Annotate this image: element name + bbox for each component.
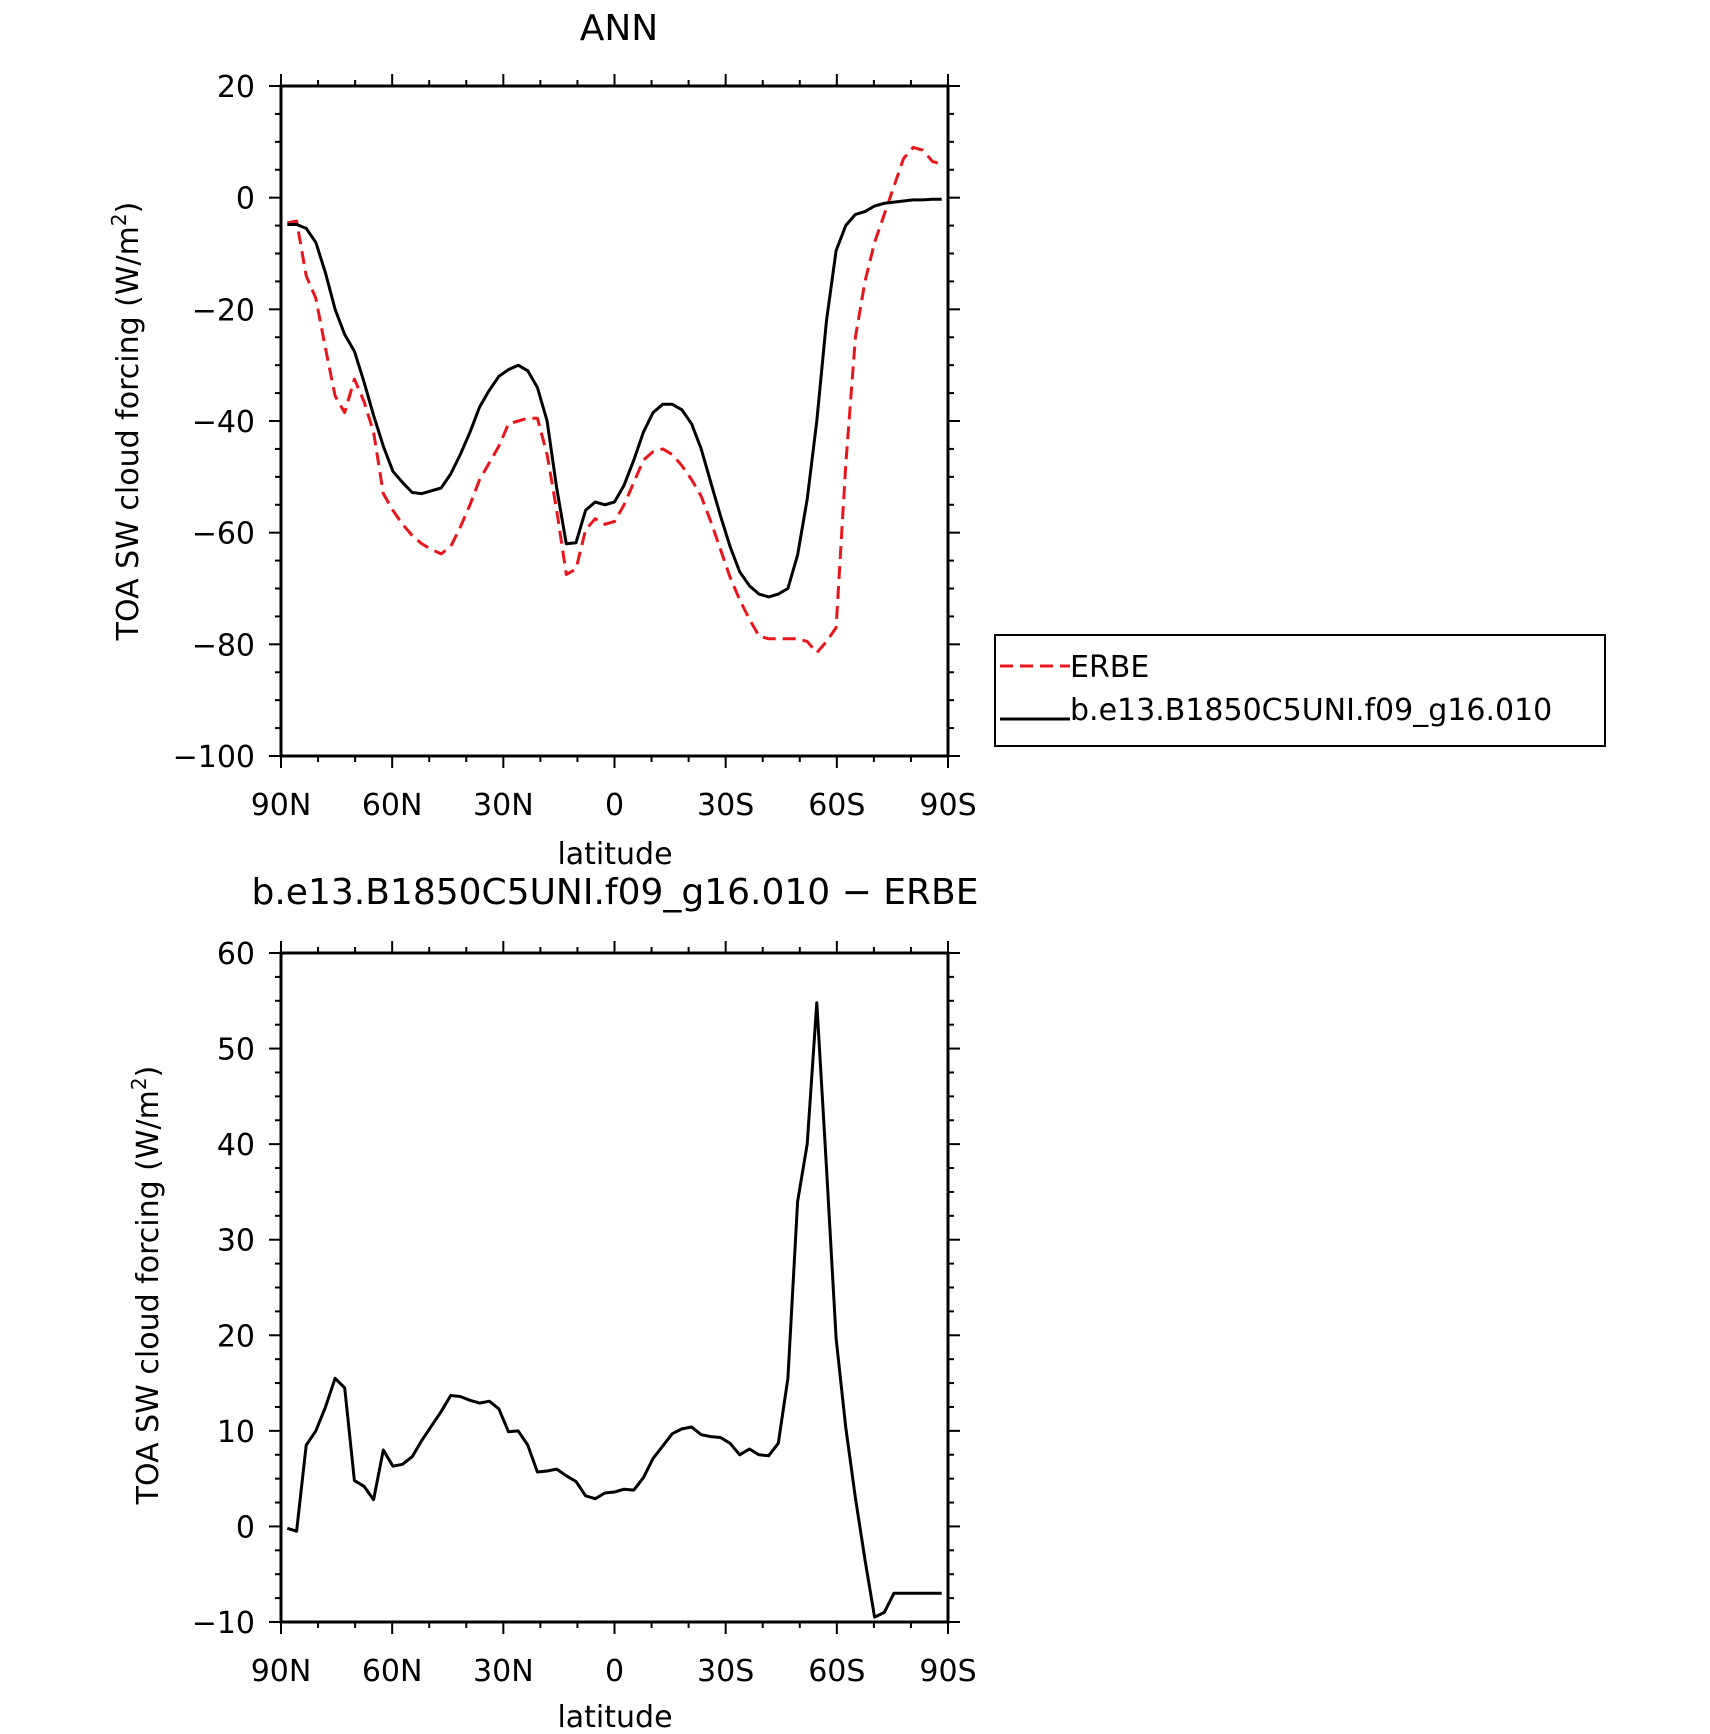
y-tick-label: −80 xyxy=(192,628,255,663)
y-tick-label: −60 xyxy=(192,517,255,552)
y-axis-label: TOA SW cloud forcing (W/m2) xyxy=(127,1066,166,1506)
x-tick-label: 90N xyxy=(251,1654,312,1689)
y-axis-label-superscript: 2 xyxy=(127,1077,151,1090)
y-tick-label: −40 xyxy=(192,405,255,440)
y-tick-label: 60 xyxy=(217,937,255,972)
x-tick-label: 90S xyxy=(919,788,976,823)
y-axis-ticks: 60 50 40 30 20 10 0 −10 xyxy=(192,937,960,1641)
series-line-erbe xyxy=(287,145,943,655)
x-tick-label: 30N xyxy=(473,788,534,823)
x-tick-label: 0 xyxy=(605,788,624,823)
x-tick-label: 60S xyxy=(808,1654,865,1689)
panel-model-minus-erbe: b.e13.B1850C5UNI.f09_g16.010 − ERBE 60 50… xyxy=(127,872,978,1734)
series-layer xyxy=(287,145,943,655)
y-tick-label: −10 xyxy=(192,1606,255,1641)
y-tick-label: 50 xyxy=(217,1033,255,1068)
x-tick-label: 60N xyxy=(362,788,423,823)
y-tick-label: 30 xyxy=(217,1224,255,1259)
y-axis-label: TOA SW cloud forcing (W/m2) xyxy=(107,202,146,642)
y-tick-label: 0 xyxy=(236,182,255,217)
x-axis-ticks: 90N 60N 30N 0 30S 60S 90S xyxy=(251,74,977,823)
legend-box xyxy=(994,634,1606,747)
legend: ERBE b.e13.B1850C5UNI.f09_g16.010 xyxy=(994,634,1606,747)
y-axis-label-close: ) xyxy=(131,1066,166,1078)
x-tick-label: 60S xyxy=(808,788,865,823)
x-tick-label: 30S xyxy=(697,1654,754,1689)
x-tick-label: 90S xyxy=(919,1654,976,1689)
legend-label-model: b.e13.B1850C5UNI.f09_g16.010 xyxy=(1070,693,1552,728)
y-axis-label-text: TOA SW cloud forcing (W/m xyxy=(131,1090,166,1505)
series-layer xyxy=(286,1001,942,1619)
y-axis-ticks: 20 0 −20 −40 −60 −80 −100 xyxy=(173,70,960,775)
y-tick-label: 20 xyxy=(217,1319,255,1354)
y-tick-label: 0 xyxy=(236,1510,255,1545)
y-tick-label: 20 xyxy=(217,70,255,105)
x-axis-label: latitude xyxy=(557,1700,672,1734)
panel-title: ANN xyxy=(580,8,659,49)
y-tick-label: −100 xyxy=(173,740,255,775)
series-line-b-e13-b1850c5uni-f09-g16-010 xyxy=(287,197,942,599)
y-tick-label: 40 xyxy=(217,1128,255,1163)
panel-annual-zonal-mean: ANN 20 0 −20 −40 −60 −80 −100 90N 60N 30N 0 30S 60S… xyxy=(107,8,1606,872)
y-axis-label-superscript: 2 xyxy=(107,213,131,226)
x-tick-label: 90N xyxy=(251,788,312,823)
x-axis-ticks: 90N 60N 30N 0 30S 60S 90S xyxy=(251,941,977,1689)
y-axis-label-close: ) xyxy=(111,202,146,214)
x-tick-label: 30N xyxy=(473,1654,534,1689)
series-line-difference xyxy=(286,1001,942,1619)
y-tick-label: 10 xyxy=(217,1415,255,1450)
x-axis-label: latitude xyxy=(557,837,672,872)
x-tick-label: 0 xyxy=(605,1654,624,1689)
y-tick-label: −20 xyxy=(192,293,255,328)
x-tick-label: 60N xyxy=(362,1654,423,1689)
y-axis-label-text: TOA SW cloud forcing (W/m xyxy=(111,226,146,641)
panel-title: b.e13.B1850C5UNI.f09_g16.010 − ERBE xyxy=(252,872,979,913)
legend-label-erbe: ERBE xyxy=(1070,650,1149,685)
x-tick-label: 30S xyxy=(697,788,754,823)
